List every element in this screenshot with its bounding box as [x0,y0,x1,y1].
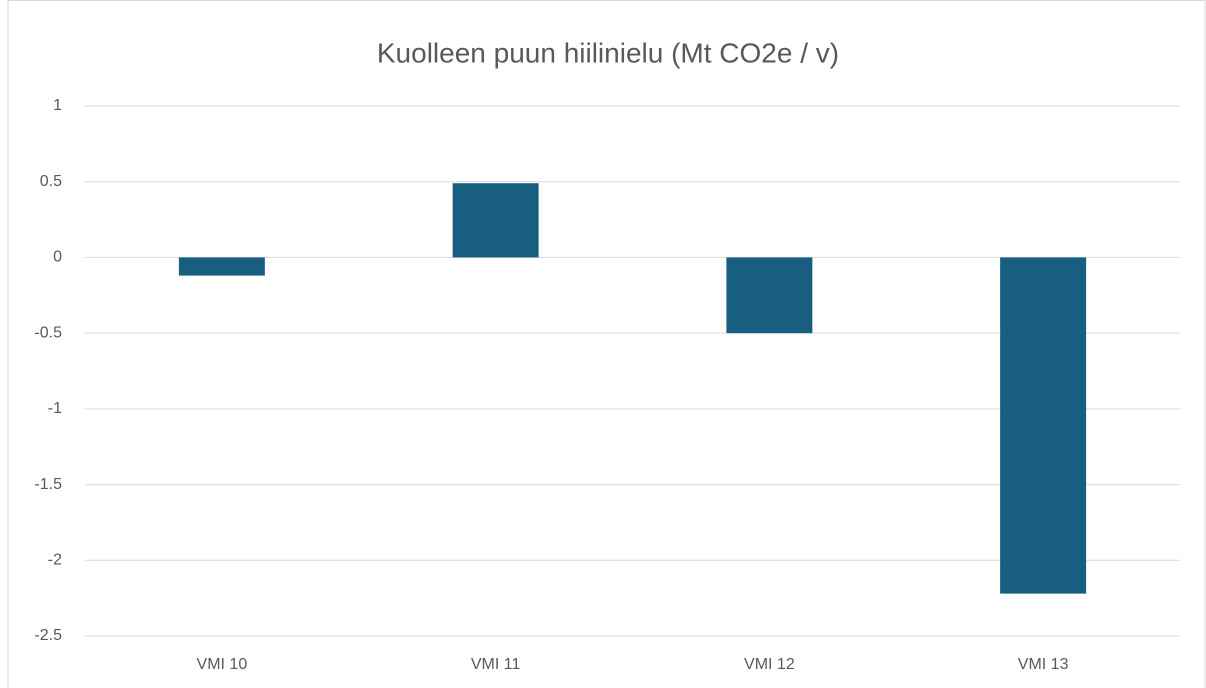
x-tick-label: VMI 11 [471,656,521,673]
bar [452,183,539,258]
y-tick-label: 0 [53,249,62,266]
y-tick-label: 1 [53,97,62,114]
y-tick-label: -2.5 [34,627,62,644]
y-tick-label: -1.5 [34,476,62,493]
y-tick-label: -1 [48,400,62,417]
bar [1000,257,1087,594]
y-tick-label: -2 [48,552,62,569]
bar [178,257,265,276]
bar [726,257,813,334]
x-tick-label: VMI 13 [1018,656,1069,673]
y-tick-label: 0.5 [40,173,62,190]
x-tick-label: VMI 12 [744,656,795,673]
x-tick-label: VMI 10 [197,656,248,673]
chart-title: Kuolleen puun hiilinielu (Mt CO2e / v) [377,37,839,68]
y-tick-label: -0.5 [34,324,62,341]
